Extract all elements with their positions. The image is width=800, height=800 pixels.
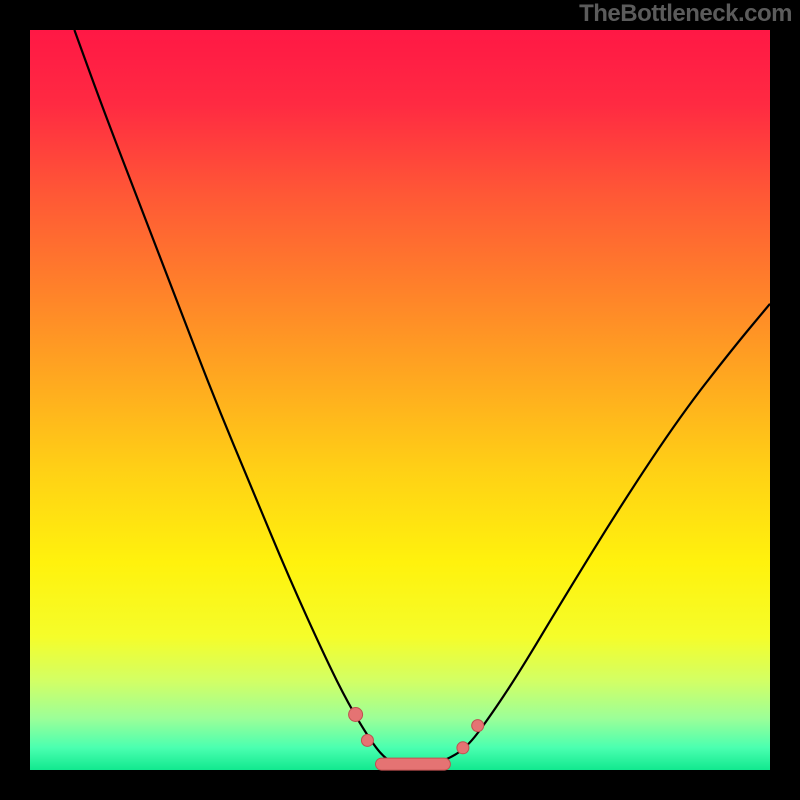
marker-dot [361,734,373,746]
chart-gradient-background [30,30,770,770]
marker-capsule [376,758,451,770]
bottleneck-curve-chart [0,0,800,800]
figure-root: TheBottleneck.com [0,0,800,800]
marker-dot [457,742,469,754]
marker-dot [472,720,484,732]
marker-dot [349,708,363,722]
watermark-label: TheBottleneck.com [579,0,792,28]
